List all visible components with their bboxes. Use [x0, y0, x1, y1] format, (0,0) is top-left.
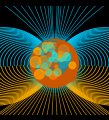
Circle shape [39, 51, 43, 55]
Circle shape [52, 51, 55, 54]
Circle shape [69, 62, 76, 69]
Circle shape [35, 48, 41, 54]
Circle shape [52, 43, 56, 47]
Circle shape [42, 42, 49, 50]
Circle shape [47, 45, 71, 69]
Circle shape [42, 63, 48, 69]
Circle shape [37, 66, 39, 68]
Circle shape [60, 59, 63, 62]
Circle shape [65, 52, 69, 57]
Circle shape [51, 47, 55, 51]
Circle shape [42, 45, 49, 51]
Circle shape [59, 45, 69, 55]
Circle shape [48, 43, 53, 48]
Circle shape [45, 69, 52, 76]
Circle shape [56, 42, 61, 47]
Circle shape [29, 37, 80, 89]
Circle shape [54, 69, 61, 76]
Circle shape [49, 50, 60, 61]
Circle shape [31, 39, 78, 87]
Circle shape [57, 51, 67, 61]
Circle shape [33, 41, 69, 77]
Circle shape [61, 43, 71, 52]
Circle shape [55, 65, 58, 68]
Circle shape [49, 71, 57, 79]
Circle shape [45, 71, 48, 75]
Circle shape [47, 42, 53, 48]
Circle shape [51, 61, 58, 68]
Circle shape [46, 49, 58, 60]
Circle shape [40, 65, 47, 72]
Circle shape [47, 44, 55, 51]
Circle shape [30, 57, 41, 67]
Circle shape [49, 57, 53, 62]
Circle shape [63, 53, 71, 61]
Circle shape [45, 69, 49, 74]
Circle shape [44, 49, 47, 52]
Circle shape [52, 53, 57, 58]
Circle shape [66, 71, 76, 81]
Circle shape [22, 31, 87, 96]
Circle shape [34, 48, 41, 55]
Circle shape [46, 70, 51, 75]
Circle shape [34, 51, 42, 59]
Circle shape [53, 57, 58, 62]
Circle shape [52, 45, 59, 52]
Circle shape [57, 54, 62, 60]
Circle shape [54, 71, 58, 75]
Circle shape [35, 69, 44, 79]
Circle shape [26, 34, 83, 92]
Circle shape [38, 56, 51, 69]
